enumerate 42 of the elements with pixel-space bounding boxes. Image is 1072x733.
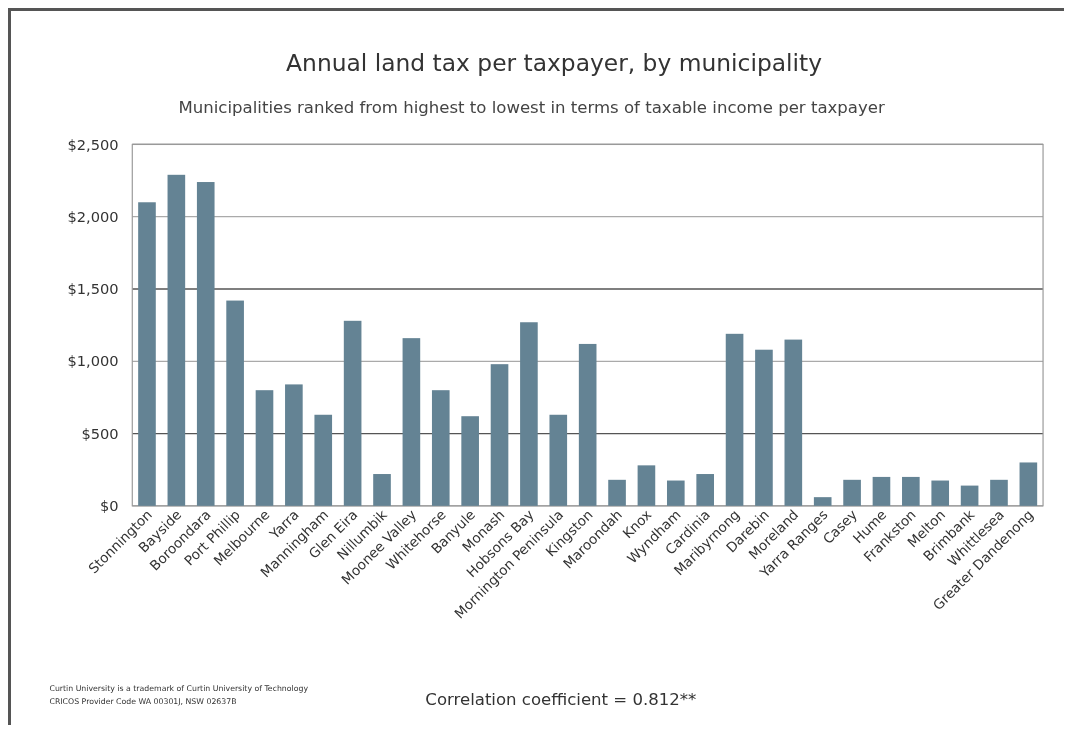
bar bbox=[784, 339, 803, 506]
bar bbox=[285, 384, 303, 506]
bar bbox=[490, 364, 509, 506]
bar bbox=[872, 476, 891, 506]
bar bbox=[167, 174, 186, 506]
bar bbox=[843, 479, 861, 506]
bar bbox=[696, 474, 714, 506]
bar bbox=[637, 465, 656, 506]
bar bbox=[755, 349, 773, 506]
bar bbox=[226, 300, 244, 506]
bar bbox=[608, 479, 626, 506]
y-tick-label: $2,000 bbox=[67, 207, 119, 225]
bar bbox=[902, 476, 920, 506]
bar bbox=[931, 480, 950, 506]
chart-title: Annual land tax per taxpayer, by municipality bbox=[286, 49, 823, 78]
bar bbox=[373, 474, 391, 506]
bar bbox=[461, 416, 479, 506]
bar bbox=[578, 343, 597, 506]
bar bbox=[960, 485, 979, 506]
bar bbox=[520, 322, 538, 506]
text: CRICOS Provider Code WA 00301J, NSW 02637B bbox=[49, 696, 237, 706]
bar bbox=[725, 333, 744, 506]
bar bbox=[549, 414, 568, 506]
y-tick-label: $2,500 bbox=[67, 135, 119, 153]
bar bbox=[431, 390, 450, 506]
bar bbox=[138, 202, 156, 506]
y-tick-label: $1,000 bbox=[67, 352, 119, 370]
bar bbox=[255, 390, 274, 506]
bar bbox=[666, 480, 685, 506]
bar bbox=[196, 182, 215, 506]
bar bbox=[813, 497, 832, 506]
bar bbox=[314, 414, 333, 506]
bar bbox=[1019, 462, 1038, 506]
text: Correlation coefficient = 0.812** bbox=[425, 689, 697, 709]
chart-subtitle: Municipalities ranked from highest to lowest in terms of taxable income per taxpayer bbox=[178, 98, 885, 118]
text: Curtin University is a trademark of Curtin University of Technology bbox=[49, 683, 309, 693]
y-tick-label: $500 bbox=[81, 424, 119, 442]
y-tick-label: $0 bbox=[100, 496, 119, 514]
bar bbox=[343, 320, 362, 506]
bar bbox=[990, 479, 1008, 506]
bar bbox=[402, 338, 421, 506]
y-tick-label: $1,500 bbox=[67, 280, 119, 298]
